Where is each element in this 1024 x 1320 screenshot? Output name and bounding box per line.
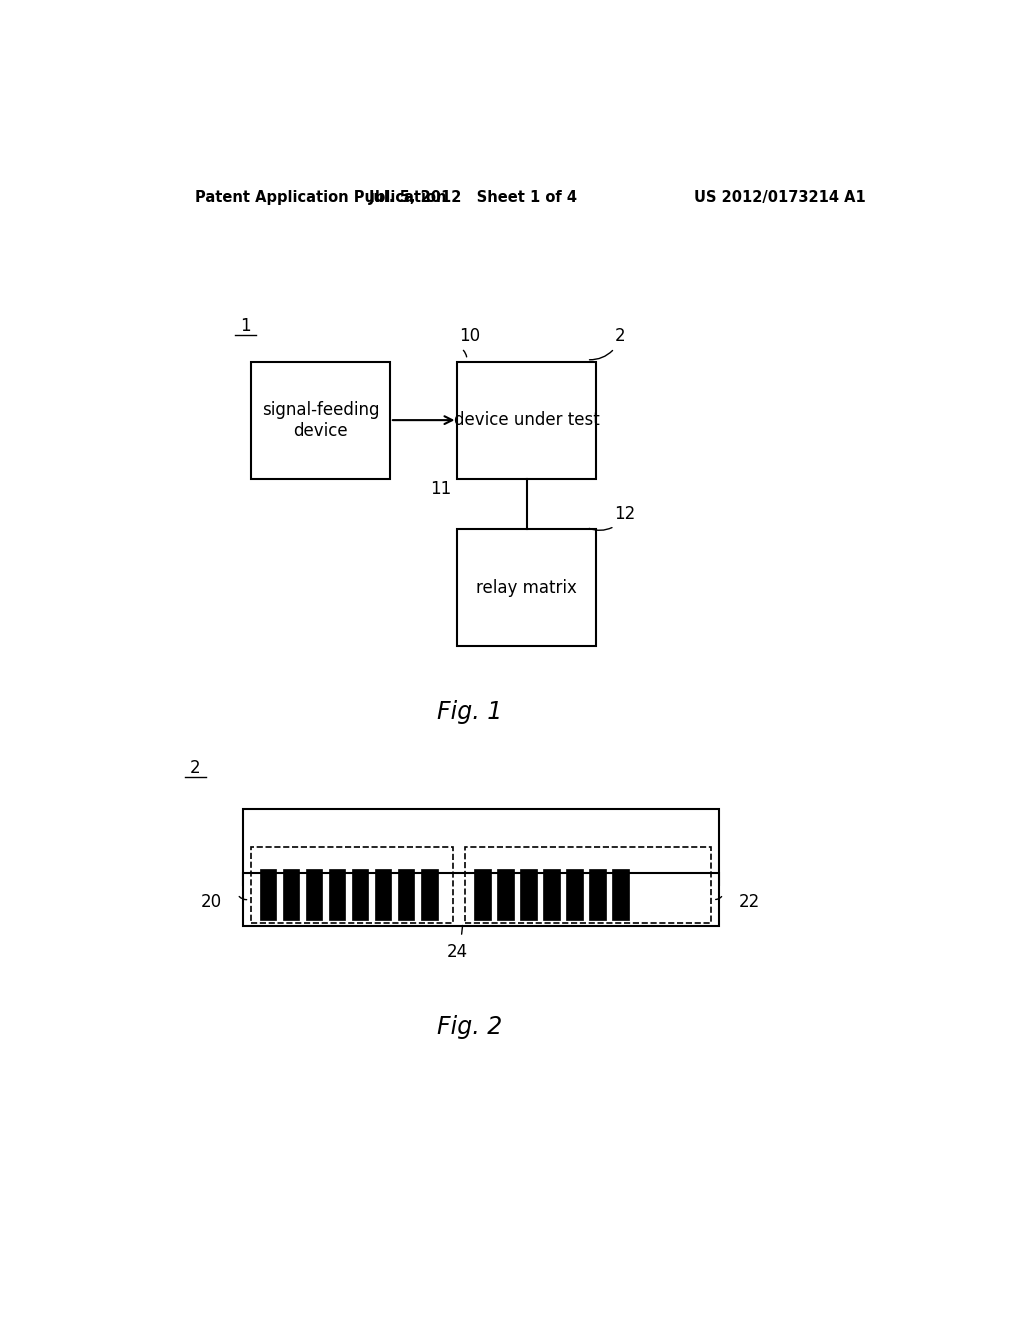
Bar <box>397 869 415 920</box>
Bar <box>260 869 276 920</box>
Text: US 2012/0173214 A1: US 2012/0173214 A1 <box>694 190 866 205</box>
Bar <box>543 869 560 920</box>
Text: Jul. 5, 2012   Sheet 1 of 4: Jul. 5, 2012 Sheet 1 of 4 <box>369 190 578 205</box>
Text: Fig. 1: Fig. 1 <box>436 701 502 725</box>
Bar <box>520 869 537 920</box>
Text: device under test: device under test <box>454 411 600 429</box>
Text: 2: 2 <box>190 759 201 777</box>
Text: 1: 1 <box>241 317 251 335</box>
Bar <box>243 873 719 925</box>
Bar <box>458 529 596 647</box>
Bar <box>251 362 390 479</box>
Bar <box>243 809 719 886</box>
Bar <box>458 362 596 479</box>
Bar <box>329 869 345 920</box>
Bar <box>497 869 514 920</box>
Text: relay matrix: relay matrix <box>476 579 578 597</box>
Text: signal-feeding
device: signal-feeding device <box>262 401 379 440</box>
Bar <box>465 846 712 923</box>
Text: 11: 11 <box>430 479 452 498</box>
Bar <box>589 869 606 920</box>
Bar <box>352 869 369 920</box>
Bar <box>612 869 629 920</box>
Bar <box>306 869 323 920</box>
Bar <box>251 846 454 923</box>
Text: Fig. 2: Fig. 2 <box>436 1015 502 1039</box>
Text: Patent Application Publication: Patent Application Publication <box>196 190 446 205</box>
Text: 12: 12 <box>614 506 636 523</box>
Text: 10: 10 <box>459 327 480 346</box>
Bar <box>474 869 490 920</box>
Bar <box>375 869 391 920</box>
Bar <box>283 869 299 920</box>
Text: 22: 22 <box>739 894 761 911</box>
Text: 24: 24 <box>446 942 468 961</box>
Bar <box>421 869 437 920</box>
Text: 2: 2 <box>614 327 625 346</box>
Text: 20: 20 <box>201 894 221 911</box>
Bar <box>566 869 583 920</box>
